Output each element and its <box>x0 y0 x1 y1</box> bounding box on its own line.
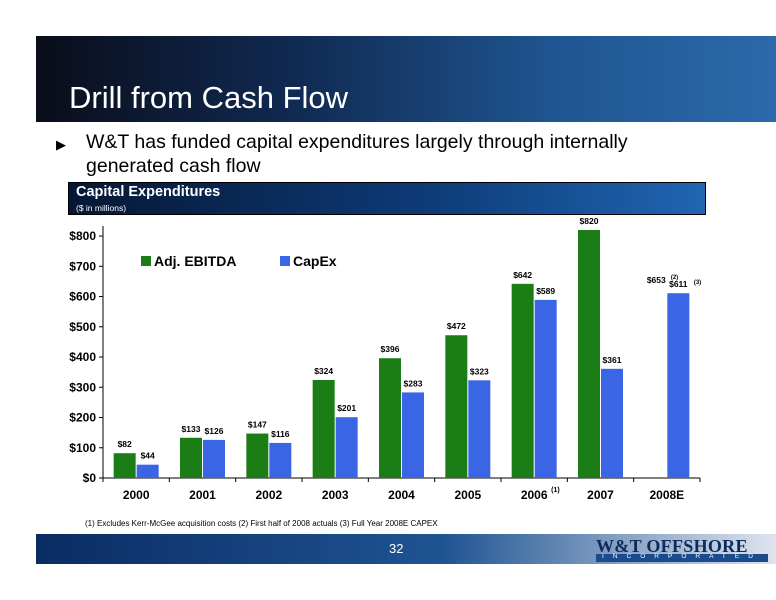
y-tick-label: $600 <box>69 290 96 304</box>
legend-swatch-capex <box>280 256 290 266</box>
y-tick-label: $300 <box>69 380 96 394</box>
bar-ebitda <box>180 437 202 478</box>
data-label: $820 <box>580 216 599 226</box>
y-tick-label: $0 <box>83 471 97 485</box>
data-label: $396 <box>381 344 400 354</box>
y-tick-label: $700 <box>69 259 96 273</box>
y-tick-label: $400 <box>69 350 96 364</box>
data-label: $323 <box>470 366 489 376</box>
bar-capex <box>335 417 358 478</box>
data-label: $44 <box>141 451 155 461</box>
annotation-superscript: (3) <box>694 280 701 286</box>
annotation-value: $653 <box>647 275 666 285</box>
chart-banner: Capital Expenditures ($ in millions) <box>68 182 706 215</box>
bullet-arrow-icon: ▶ <box>56 137 66 152</box>
bar-ebitda <box>379 358 401 478</box>
y-tick-label: $500 <box>69 320 96 334</box>
slide-title: Drill from Cash Flow <box>69 80 349 115</box>
x-tick-label: 2006 <box>521 488 548 502</box>
annotation-superscript: (2) <box>671 275 678 281</box>
data-label: $324 <box>314 366 333 376</box>
logo-name: W&T OFFSHORE <box>596 536 748 556</box>
bar-capex <box>601 368 623 478</box>
legend-label: Adj. EBITDA <box>154 253 236 269</box>
bar-ebitda <box>113 453 136 478</box>
x-tick-label: 2007 <box>587 488 614 502</box>
data-label: $361 <box>603 355 622 365</box>
bar-capex <box>468 380 491 478</box>
data-label: $283 <box>404 378 423 388</box>
x-tick-label: 2002 <box>255 488 282 502</box>
x-tick-label: 2005 <box>454 488 481 502</box>
data-label: $147 <box>248 420 267 430</box>
data-label: $611 <box>669 279 688 289</box>
chart-banner-subtitle: ($ in millions) <box>76 203 127 213</box>
x-tick-label: 2003 <box>322 488 349 502</box>
x-tick-label: 2008E <box>649 488 684 502</box>
bar-capex <box>667 293 690 478</box>
data-label: $133 <box>182 424 201 434</box>
footer-bar: 32 W&T OFFSHORE INCORPORATED <box>36 534 776 564</box>
bar-ebitda <box>511 283 534 478</box>
x-tick-label: 2004 <box>388 488 415 502</box>
data-label: $126 <box>205 426 224 436</box>
legend-label: CapEx <box>293 253 337 269</box>
bar-capex <box>136 464 159 478</box>
bar-ebitda <box>445 335 468 478</box>
data-label: $201 <box>337 403 356 413</box>
bar-ebitda <box>312 380 335 478</box>
y-tick-label: $800 <box>69 229 96 243</box>
logo-tagline: INCORPORATED <box>602 553 762 560</box>
logo-bar <box>596 554 768 562</box>
footnote: (1) Excludes Kerr-McGee acquisition cost… <box>85 519 438 528</box>
data-label: $116 <box>271 429 290 439</box>
chart-banner-title: Capital Expenditures <box>76 184 221 200</box>
data-label: $642 <box>513 270 532 280</box>
title-banner: Drill from Cash Flow <box>36 36 776 122</box>
bar-capex <box>402 392 424 478</box>
x-tick-superscript: (1) <box>551 487 560 494</box>
x-tick-label: 2000 <box>123 488 150 502</box>
bar-capex <box>534 299 557 478</box>
y-tick-label: $200 <box>69 411 96 425</box>
x-tick-label: 2001 <box>189 488 216 502</box>
page-number: 32 <box>389 541 404 556</box>
bar-ebitda <box>578 230 600 478</box>
data-label: $472 <box>447 321 466 331</box>
y-tick-label: $100 <box>69 441 96 455</box>
company-logo: W&T OFFSHORE INCORPORATED <box>596 536 772 562</box>
legend-swatch-ebitda <box>141 256 151 266</box>
data-label: $589 <box>536 286 555 296</box>
bullet-text: W&T has funded capital expenditures larg… <box>86 131 628 177</box>
bar-capex <box>203 439 225 478</box>
data-label: $82 <box>118 439 132 449</box>
bar-ebitda <box>246 433 269 478</box>
bar-capex <box>269 442 292 478</box>
